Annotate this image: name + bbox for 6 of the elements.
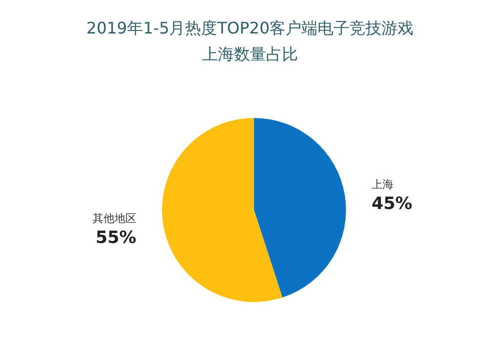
slice-label: 上海 [372, 178, 394, 191]
chart-title: 2019年1-5月热度TOP20客户端电子竞技游戏 [86, 18, 414, 38]
data-label: 55% [96, 228, 136, 248]
slice-label: 其他地区 [92, 212, 136, 226]
chart-subtitle: 上海数量占比 [202, 44, 298, 64]
data-label: 45% [372, 194, 412, 214]
